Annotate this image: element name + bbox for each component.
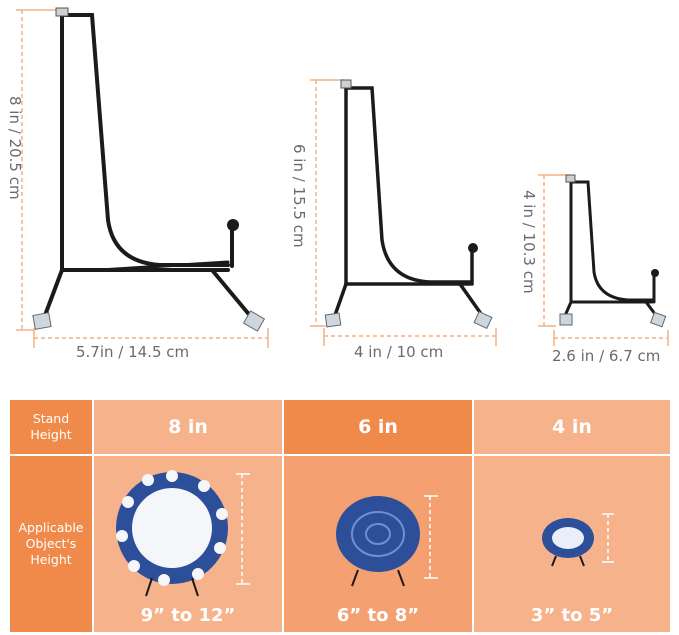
stand-large-width-label: 5.7in / 14.5 cm [76,343,189,361]
stand-medium-dimension-lines [310,79,497,346]
object-cell-large: 9” to 12” [94,456,282,632]
stand-small-height-label: 4 in / 10.3 cm [520,190,538,294]
applicable-height-header: Applicable Object's Height [10,456,92,632]
large-plate-image [116,470,250,597]
stand-height-header: Stand Height [10,400,92,454]
object-range-large: 9” to 12” [140,605,236,626]
object-range-medium: 6” to 8” [336,605,420,626]
stand-small-width-label: 2.6 in / 6.7 cm [552,347,660,365]
object-cell-small: 3” to 5” [474,456,670,632]
stand-small: 4 in / 10.3 cm 2.6 in / 6.7 cm [520,174,669,365]
medium-plate-image [336,495,438,587]
stand-large: 8 in / 20.5 cm 5.7in / 14.5 cm [6,7,269,361]
small-dish-image [542,513,614,567]
stand-medium-height-label: 6 in / 15.5 cm [290,144,308,248]
size-cell-6in: 6 in [284,400,472,454]
stand-medium: 6 in / 15.5 cm 4 in / 10 cm [290,79,497,361]
size-chart: Stand Height 8 in 6 in 4 in Applicable O… [10,400,670,632]
size-cell-4in: 4 in [474,400,670,454]
stand-medium-width-label: 4 in / 10 cm [354,343,443,361]
stand-small-dimension-lines [538,174,669,346]
object-range-small: 3” to 5” [530,605,614,626]
stand-large-height-label: 8 in / 20.5 cm [6,96,24,200]
stand-large-dimension-lines [16,9,269,348]
size-cell-8in: 8 in [94,400,282,454]
object-cell-medium: 6” to 8” [284,456,472,632]
